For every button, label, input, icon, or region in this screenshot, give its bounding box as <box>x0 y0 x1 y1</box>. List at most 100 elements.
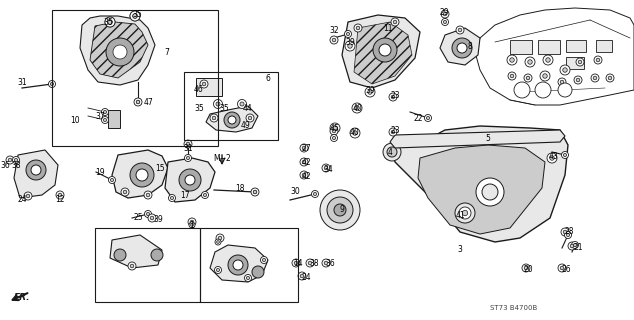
Text: 44: 44 <box>243 103 253 113</box>
Circle shape <box>558 264 566 272</box>
Circle shape <box>355 106 359 110</box>
Circle shape <box>324 166 328 170</box>
Circle shape <box>58 193 61 197</box>
Text: 37: 37 <box>95 111 105 121</box>
Circle shape <box>148 214 156 222</box>
Circle shape <box>320 190 360 230</box>
Circle shape <box>510 58 514 62</box>
Circle shape <box>262 259 266 261</box>
Circle shape <box>566 233 569 236</box>
Circle shape <box>546 58 550 62</box>
Text: 42: 42 <box>301 172 311 180</box>
Circle shape <box>350 128 360 138</box>
Circle shape <box>186 142 190 146</box>
Text: 4: 4 <box>387 148 392 156</box>
Circle shape <box>550 156 554 160</box>
Circle shape <box>482 184 498 200</box>
Circle shape <box>240 102 244 106</box>
Circle shape <box>251 188 259 196</box>
Circle shape <box>459 207 471 219</box>
Circle shape <box>462 210 468 216</box>
Circle shape <box>216 234 224 242</box>
Circle shape <box>292 259 300 267</box>
Circle shape <box>306 259 314 267</box>
Polygon shape <box>354 22 412 84</box>
Circle shape <box>524 74 532 82</box>
Text: 47: 47 <box>143 98 153 107</box>
Circle shape <box>476 178 504 206</box>
Circle shape <box>330 123 340 133</box>
Text: 32: 32 <box>329 26 339 35</box>
Circle shape <box>261 257 268 263</box>
Circle shape <box>563 230 567 234</box>
Polygon shape <box>90 22 148 78</box>
Text: 20: 20 <box>523 266 533 275</box>
Circle shape <box>508 72 516 80</box>
Circle shape <box>151 249 163 261</box>
Circle shape <box>15 158 18 162</box>
Text: 39: 39 <box>345 37 355 46</box>
Circle shape <box>214 100 223 108</box>
Text: 42: 42 <box>301 157 311 166</box>
Circle shape <box>527 60 533 64</box>
Circle shape <box>573 244 576 247</box>
Circle shape <box>391 130 395 134</box>
Text: 15: 15 <box>155 164 165 172</box>
Text: 35: 35 <box>194 103 204 113</box>
Text: FR.: FR. <box>14 293 30 302</box>
Text: 22: 22 <box>413 114 423 123</box>
Circle shape <box>324 261 328 265</box>
Text: 43: 43 <box>549 151 559 161</box>
Text: 5: 5 <box>486 133 491 142</box>
Circle shape <box>191 224 193 226</box>
Circle shape <box>563 68 567 72</box>
Text: 31: 31 <box>183 143 193 153</box>
Circle shape <box>134 99 141 106</box>
Circle shape <box>247 276 250 280</box>
Circle shape <box>379 44 391 56</box>
Circle shape <box>354 24 362 32</box>
Circle shape <box>246 114 254 122</box>
Polygon shape <box>390 130 565 148</box>
Text: 31: 31 <box>17 77 27 86</box>
Circle shape <box>108 177 115 183</box>
Text: 30: 30 <box>290 188 300 196</box>
Circle shape <box>216 102 220 106</box>
Circle shape <box>202 191 209 198</box>
Circle shape <box>594 56 602 64</box>
Circle shape <box>389 93 397 101</box>
Circle shape <box>356 26 360 30</box>
Circle shape <box>558 83 572 97</box>
Text: 7: 7 <box>165 47 169 57</box>
Circle shape <box>184 155 191 162</box>
Circle shape <box>26 194 30 198</box>
Circle shape <box>332 38 336 42</box>
Circle shape <box>596 58 600 62</box>
Circle shape <box>571 242 578 249</box>
Circle shape <box>108 20 112 24</box>
Text: 23: 23 <box>390 91 400 100</box>
Circle shape <box>238 100 247 108</box>
Circle shape <box>568 242 576 250</box>
Circle shape <box>171 196 174 200</box>
Text: 27: 27 <box>301 143 311 153</box>
Text: 45: 45 <box>330 124 340 132</box>
Circle shape <box>564 231 571 238</box>
Circle shape <box>383 143 401 161</box>
Text: 14: 14 <box>293 259 303 268</box>
Text: 26: 26 <box>561 266 571 275</box>
Circle shape <box>525 57 535 67</box>
Circle shape <box>526 76 530 80</box>
Text: 24: 24 <box>301 274 311 283</box>
Circle shape <box>254 190 257 194</box>
Text: 38: 38 <box>11 161 21 170</box>
Circle shape <box>547 153 557 163</box>
Circle shape <box>233 260 243 270</box>
Text: 36: 36 <box>0 161 10 170</box>
Circle shape <box>524 266 527 270</box>
Circle shape <box>389 128 397 136</box>
Circle shape <box>452 38 472 58</box>
Circle shape <box>218 236 222 240</box>
Circle shape <box>311 190 318 197</box>
Circle shape <box>387 147 397 157</box>
